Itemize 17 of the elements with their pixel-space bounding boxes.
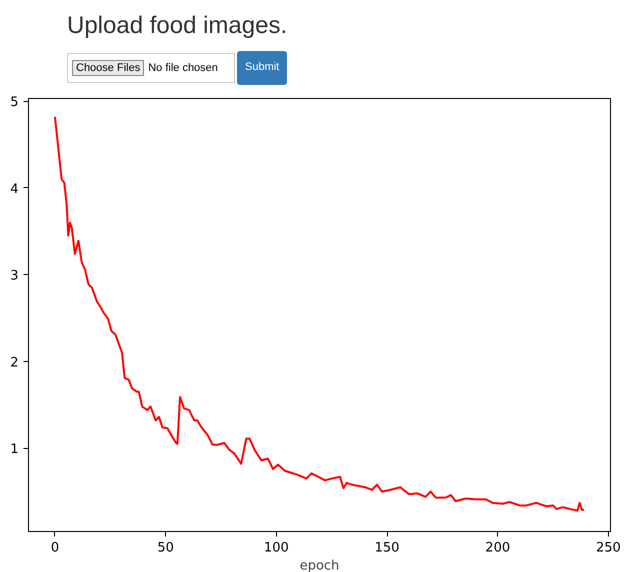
text: No file chosen [148, 62, 218, 74]
text: Submit [237, 51, 288, 85]
chart-title: Upload food images. [67, 11, 288, 41]
text: Choose Files [72, 60, 144, 76]
y-tick-label: 3 [10, 268, 19, 284]
y-tick-label: 4 [10, 182, 19, 197]
x-tick-label: 0 [50, 540, 60, 556]
x-tick-label: 200 [485, 540, 510, 556]
x-tick-label: 150 [374, 540, 400, 556]
y-tick-label: 5 [10, 95, 19, 110]
x-tick-label: 250 [596, 540, 621, 556]
x-tick-label: 50 [157, 540, 174, 556]
y-tick-label: 2 [10, 355, 19, 370]
x-tick-label: 100 [264, 540, 289, 556]
x-axis-title: epoch [300, 558, 340, 572]
line-series [54, 116, 586, 512]
y-tick-label: 1 [10, 442, 19, 458]
